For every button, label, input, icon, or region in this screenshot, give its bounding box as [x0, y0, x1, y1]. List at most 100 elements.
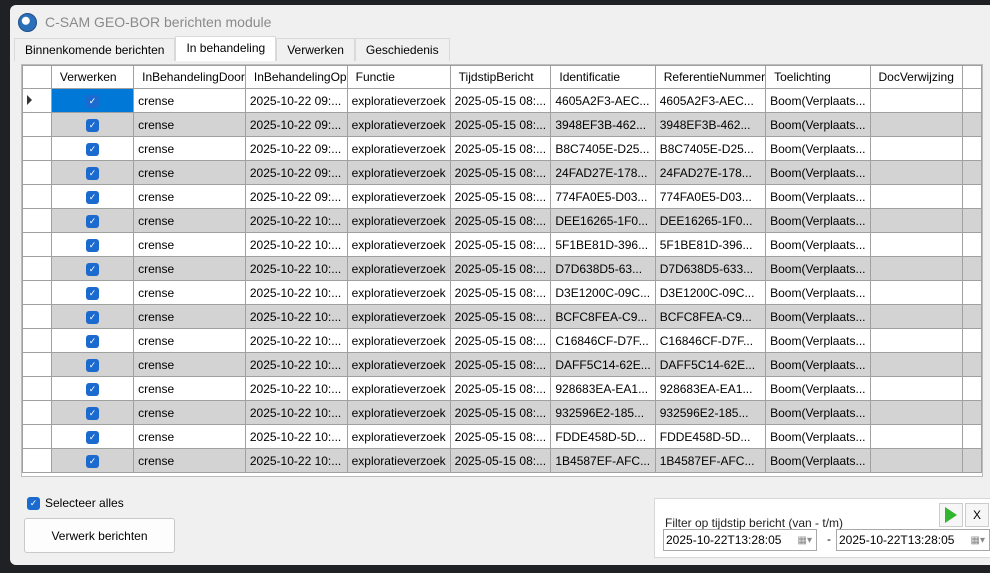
row-header[interactable]	[22, 184, 52, 209]
cell-functie[interactable]: exploratieverzoek	[346, 376, 451, 401]
cell-door[interactable]: crense	[133, 376, 246, 401]
checkbox-checked-icon[interactable]: ✓	[86, 143, 99, 156]
cell-doc[interactable]	[869, 136, 963, 161]
row-header[interactable]	[22, 448, 52, 473]
row-header[interactable]	[22, 136, 52, 161]
checkbox-checked-icon[interactable]: ✓	[86, 359, 99, 372]
cell-extra[interactable]	[961, 400, 982, 425]
cell-extra[interactable]	[961, 328, 982, 353]
cell-toel[interactable]: Boom(Verplaats...	[765, 160, 871, 185]
cell-tijdstip[interactable]: 2025-05-15 08:...	[449, 328, 552, 353]
checkbox-checked-icon[interactable]: ✓	[86, 215, 99, 228]
cell-door[interactable]: crense	[133, 232, 246, 257]
verwerken-checkbox-cell[interactable]: ✓	[50, 208, 135, 233]
checkbox-checked-icon[interactable]: ✓	[86, 407, 99, 420]
column-header[interactable]: InBehandelingOp	[244, 65, 348, 89]
cell-doc[interactable]	[869, 352, 963, 377]
cell-tijdstip[interactable]: 2025-05-15 08:...	[449, 304, 552, 329]
checkbox-checked-icon[interactable]: ✓	[86, 95, 99, 108]
verwerken-checkbox-cell[interactable]: ✓	[50, 136, 135, 161]
cell-id[interactable]: 932596E2-185...	[550, 400, 656, 425]
cell-ref[interactable]: DAFF5C14-62E...	[654, 352, 767, 377]
process-messages-button[interactable]: Verwerk berichten	[24, 518, 175, 553]
column-header[interactable]: InBehandelingDoor	[133, 65, 246, 89]
cell-id[interactable]: D3E1200C-09C...	[550, 280, 656, 305]
cell-functie[interactable]: exploratieverzoek	[346, 160, 451, 185]
cell-op[interactable]: 2025-10-22 10:...	[244, 352, 348, 377]
column-header[interactable]: Identificatie	[550, 65, 656, 89]
cell-toel[interactable]: Boom(Verplaats...	[765, 352, 871, 377]
cell-id[interactable]: DEE16265-1F0...	[550, 208, 656, 233]
table-row[interactable]: ✓ crense 2025-10-22 10:... exploratieverzoe…	[22, 208, 982, 233]
cell-tijdstip[interactable]: 2025-05-15 08:...	[449, 280, 552, 305]
checkbox-checked-icon[interactable]: ✓	[86, 239, 99, 252]
verwerken-checkbox-cell[interactable]: ✓	[50, 448, 135, 473]
cell-tijdstip[interactable]: 2025-05-15 08:...	[449, 448, 552, 473]
verwerken-checkbox-cell[interactable]: ✓	[50, 112, 135, 137]
cell-ref[interactable]: 24FAD27E-178...	[654, 160, 767, 185]
table-row[interactable]: ✓ crense 2025-10-22 09:... exploratieverzoe…	[22, 136, 982, 161]
cell-doc[interactable]	[869, 232, 963, 257]
cell-functie[interactable]: exploratieverzoek	[346, 328, 451, 353]
cell-door[interactable]: crense	[133, 304, 246, 329]
cell-op[interactable]: 2025-10-22 09:...	[244, 88, 348, 113]
table-row[interactable]: ✓ crense 2025-10-22 09:... exploratieverzoe…	[22, 112, 982, 137]
calendar-dropdown-icon[interactable]: ▦▾	[797, 534, 812, 546]
cell-id[interactable]: 24FAD27E-178...	[550, 160, 656, 185]
table-row[interactable]: ✓ crense 2025-10-22 09:... exploratieverzoe…	[22, 88, 982, 113]
row-header[interactable]	[22, 352, 52, 377]
cell-id[interactable]: 928683EA-EA1...	[550, 376, 656, 401]
cell-doc[interactable]	[869, 256, 963, 281]
tab-in-behandeling[interactable]: In behandeling	[175, 36, 277, 61]
cell-ref[interactable]: 3948EF3B-462...	[654, 112, 767, 137]
cell-extra[interactable]	[961, 232, 982, 257]
cell-tijdstip[interactable]: 2025-05-15 08:...	[449, 352, 552, 377]
row-header[interactable]	[22, 328, 52, 353]
cell-extra[interactable]	[961, 304, 982, 329]
column-header[interactable]: TijdstipBericht	[449, 65, 552, 89]
cell-functie[interactable]: exploratieverzoek	[346, 400, 451, 425]
cell-op[interactable]: 2025-10-22 10:...	[244, 280, 348, 305]
cell-doc[interactable]	[869, 328, 963, 353]
tab-verwerken[interactable]: Verwerken	[276, 38, 355, 61]
cell-doc[interactable]	[869, 400, 963, 425]
cell-tijdstip[interactable]: 2025-05-15 08:...	[449, 376, 552, 401]
cell-doc[interactable]	[869, 184, 963, 209]
cell-ref[interactable]: D7D638D5-633...	[654, 256, 767, 281]
table-row[interactable]: ✓ crense 2025-10-22 10:... exploratieverzoe…	[22, 424, 982, 449]
cell-extra[interactable]	[961, 448, 982, 473]
cell-op[interactable]: 2025-10-22 10:...	[244, 376, 348, 401]
cell-op[interactable]: 2025-10-22 09:...	[244, 112, 348, 137]
cell-ref[interactable]: BCFC8FEA-C9...	[654, 304, 767, 329]
cell-functie[interactable]: exploratieverzoek	[346, 88, 451, 113]
cell-door[interactable]: crense	[133, 352, 246, 377]
row-header[interactable]	[22, 232, 52, 257]
checkbox-checked-icon[interactable]: ✓	[86, 383, 99, 396]
cell-op[interactable]: 2025-10-22 09:...	[244, 136, 348, 161]
cell-id[interactable]: BCFC8FEA-C9...	[550, 304, 656, 329]
cell-door[interactable]: crense	[133, 184, 246, 209]
cell-id[interactable]: FDDE458D-5D...	[550, 424, 656, 449]
checkbox-checked-icon[interactable]: ✓	[86, 263, 99, 276]
verwerken-checkbox-cell[interactable]: ✓	[50, 256, 135, 281]
cell-id[interactable]: 1B4587EF-AFC...	[550, 448, 656, 473]
table-row[interactable]: ✓ crense 2025-10-22 10:... exploratieverzoe…	[22, 232, 982, 257]
cell-ref[interactable]: C16846CF-D7F...	[654, 328, 767, 353]
cell-doc[interactable]	[869, 424, 963, 449]
table-row[interactable]: ✓ crense 2025-10-22 09:... exploratieverzoe…	[22, 184, 982, 209]
cell-toel[interactable]: Boom(Verplaats...	[765, 448, 871, 473]
cell-door[interactable]: crense	[133, 448, 246, 473]
cell-ref[interactable]: D3E1200C-09C...	[654, 280, 767, 305]
cell-id[interactable]: 4605A2F3-AEC...	[550, 88, 656, 113]
cell-ref[interactable]: DEE16265-1F0...	[654, 208, 767, 233]
row-header[interactable]	[22, 400, 52, 425]
table-row[interactable]: ✓ crense 2025-10-22 10:... exploratieverzoe…	[22, 376, 982, 401]
row-header[interactable]	[22, 424, 52, 449]
cell-extra[interactable]	[961, 424, 982, 449]
cell-id[interactable]: 774FA0E5-D03...	[550, 184, 656, 209]
table-row[interactable]: ✓ crense 2025-10-22 10:... exploratieverzoe…	[22, 352, 982, 377]
row-header[interactable]	[22, 208, 52, 233]
checkbox-checked-icon[interactable]: ✓	[86, 191, 99, 204]
row-header[interactable]	[22, 376, 52, 401]
cell-doc[interactable]	[869, 160, 963, 185]
